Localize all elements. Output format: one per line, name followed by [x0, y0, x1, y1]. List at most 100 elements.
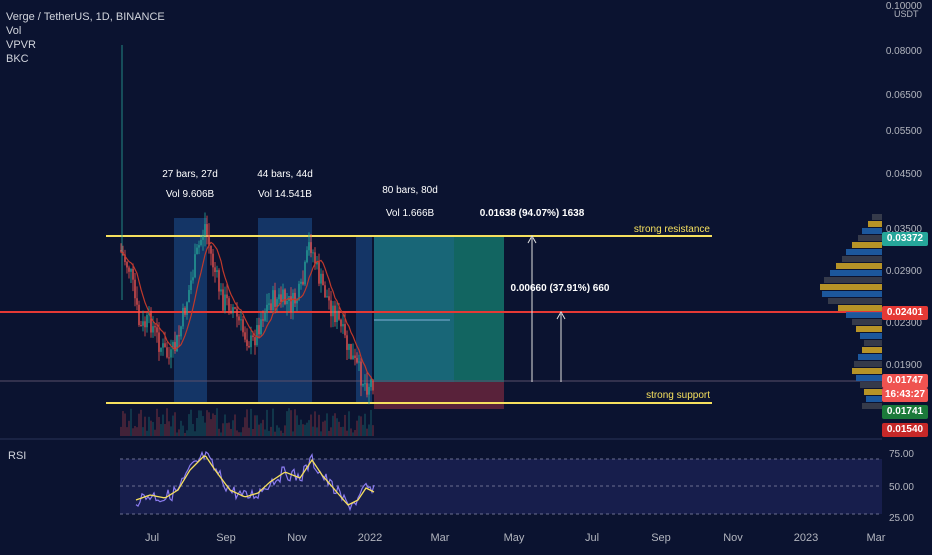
price-axis[interactable]: 0.10000 0.08000 0.06500 0.05500 0.04500 0.035…: [886, 1, 923, 371]
volume-profile-bar: [820, 284, 882, 290]
volume-bar: [140, 409, 142, 436]
candle-body: [154, 326, 156, 328]
volume-bar: [304, 424, 306, 436]
volume-bar: [210, 419, 212, 436]
volume-bar: [306, 422, 308, 436]
price-tick-label: 0.04500: [886, 169, 923, 180]
candle-body: [358, 361, 360, 363]
volume-bar: [148, 416, 150, 436]
volume-bar: [230, 428, 232, 436]
volume-bar: [190, 409, 192, 436]
currency-label[interactable]: USDT: [894, 9, 919, 19]
candle-body: [282, 289, 284, 302]
candle-body: [256, 325, 258, 346]
range1-bars-label: 27 bars, 27d: [162, 169, 218, 180]
price-tick-label: 0.02300: [886, 318, 923, 329]
volume-bar: [206, 410, 208, 436]
candle-body: [158, 332, 160, 352]
range-box-3[interactable]: [356, 236, 372, 403]
candle-body: [286, 301, 288, 305]
volume-bar: [328, 430, 330, 436]
candle-body: [192, 277, 194, 281]
moving-average-line: [120, 241, 374, 382]
volume-profile-bar: [856, 326, 882, 332]
volume-bar: [300, 419, 302, 436]
candle-body: [278, 294, 280, 300]
range3-vol-label: Vol 1.666B: [386, 208, 435, 219]
volume-profile-bar: [860, 382, 882, 388]
volume-profile-bar: [856, 375, 882, 381]
volume-bar: [192, 424, 194, 436]
candle-body: [316, 261, 318, 265]
price-tag-support-2: 0.01540: [882, 423, 928, 437]
volume-bar: [220, 432, 222, 436]
volume-profile-bar: [864, 389, 882, 395]
candle-body: [248, 346, 250, 348]
volume-bars: [120, 408, 374, 436]
candle-body: [216, 270, 218, 273]
volume-bar: [128, 420, 130, 436]
volume-bar: [278, 427, 280, 436]
rsi-axis[interactable]: 75.00 50.00 25.00: [889, 449, 914, 524]
symbol-legend[interactable]: Verge / TetherUS, 1D, BINANCE Vol VPVR B…: [6, 10, 165, 66]
target-big-label: 0.01638 (94.07%) 1638: [480, 208, 585, 219]
candle-body: [224, 294, 226, 311]
time-tick-label: Mar: [431, 532, 450, 544]
position-loss-zone[interactable]: [374, 382, 504, 409]
volume-profile-bar: [866, 396, 882, 402]
candle-body: [324, 285, 326, 298]
candle-body: [274, 290, 276, 307]
volume-bar: [256, 415, 258, 436]
candle-body: [140, 325, 142, 327]
candle-body: [178, 335, 180, 337]
candle-body: [210, 245, 212, 254]
volume-bar: [308, 420, 310, 436]
candle-body: [362, 383, 364, 386]
candle-body: [234, 307, 236, 309]
range-box-1[interactable]: [174, 218, 207, 403]
volume-bar: [160, 424, 162, 436]
volume-bar: [352, 432, 354, 436]
candle-body: [300, 281, 302, 284]
candle-body: [344, 324, 346, 336]
candle-body: [138, 304, 140, 326]
volume-bar: [170, 426, 172, 436]
volume-bar: [358, 415, 360, 436]
volume-profile-bar: [846, 312, 882, 318]
price-tick-label: 0.01900: [886, 360, 923, 371]
volume-profile-bar: [836, 263, 882, 269]
volume-bar: [280, 430, 282, 436]
volume-bar: [196, 417, 198, 436]
position-profit-zone-a[interactable]: [374, 236, 454, 382]
volume-bar: [254, 415, 256, 436]
position-profit-zone-b[interactable]: [454, 236, 504, 382]
volume-bar: [342, 426, 344, 436]
indicator-vol[interactable]: Vol: [6, 25, 22, 37]
volume-profile-bar: [838, 305, 882, 311]
candle-body: [296, 299, 298, 304]
range-box-2[interactable]: [258, 218, 312, 403]
symbol-title[interactable]: Verge / TetherUS, 1D, BINANCE: [6, 11, 165, 23]
volume-profile-bar: [862, 228, 882, 234]
indicator-vpvr[interactable]: VPVR: [6, 39, 36, 51]
candle-body: [162, 343, 164, 348]
candle-body: [348, 343, 350, 350]
candle-body: [336, 310, 338, 323]
volume-profile-bar: [854, 361, 882, 367]
candles[interactable]: [120, 45, 374, 405]
candle-body: [366, 383, 368, 395]
volume-bar: [354, 430, 356, 436]
volume-bar: [360, 416, 362, 436]
candle-body: [252, 335, 254, 338]
candle-body: [174, 342, 176, 352]
volume-bar: [248, 427, 250, 436]
candle-body: [352, 355, 354, 360]
candle-body: [206, 224, 208, 235]
volume-bar: [120, 426, 122, 436]
candle-body: [222, 289, 224, 311]
time-axis[interactable]: Jul Sep Nov 2022 Mar May Jul Sep Nov 2023 Mar: [145, 532, 886, 544]
volume-bar: [232, 420, 234, 436]
indicator-bkc[interactable]: BKC: [6, 53, 29, 65]
